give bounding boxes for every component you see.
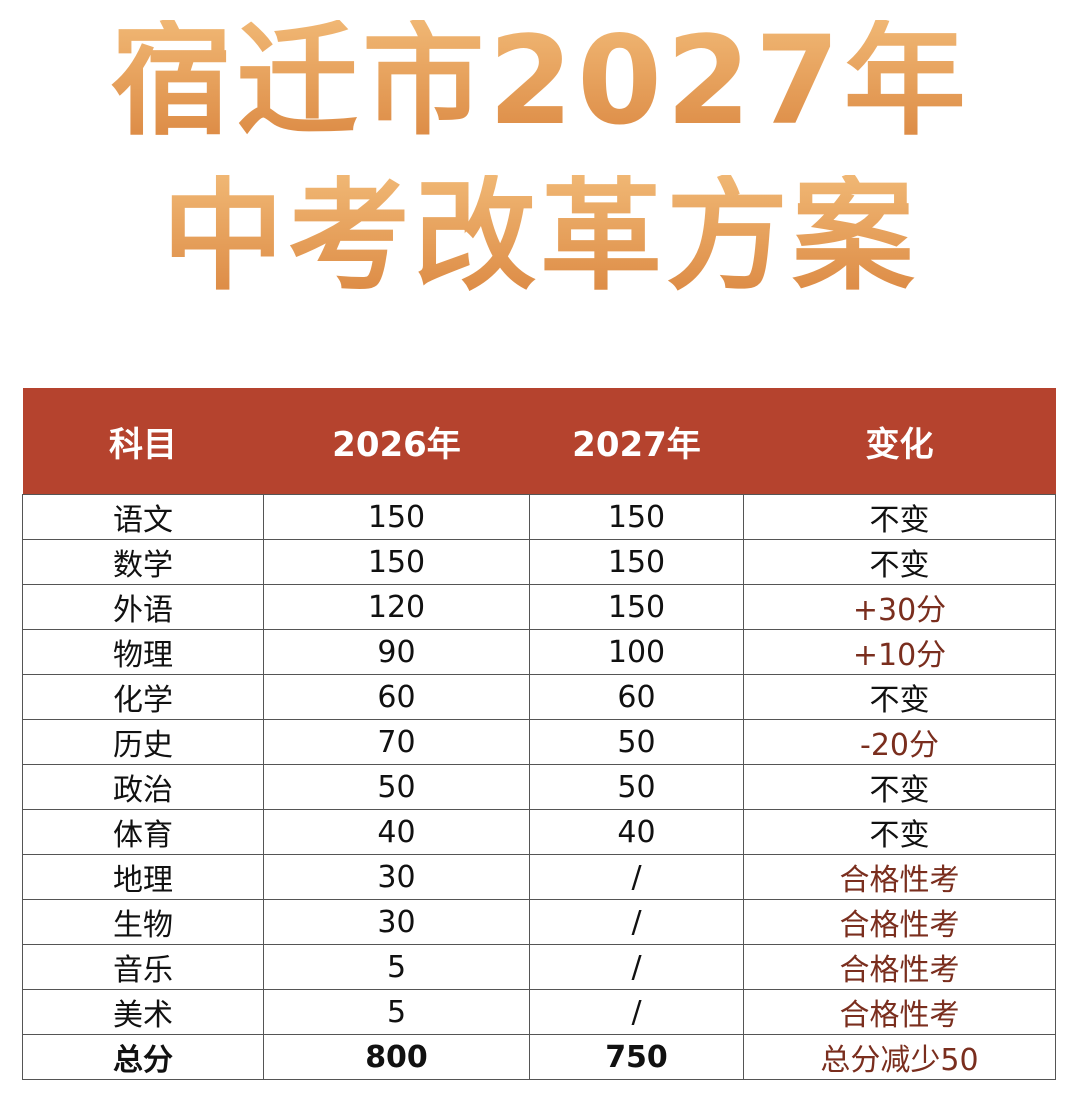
table-cell: 不变: [743, 539, 1056, 585]
table-row: 总分 800 750 总分减少50: [22, 1034, 1056, 1080]
table-cell: 60: [529, 674, 744, 720]
table-cell: 150: [529, 539, 744, 585]
table-cell: 合格性考: [743, 854, 1056, 900]
column-header: 2027年: [529, 388, 744, 495]
table-cell: 物理: [22, 629, 264, 675]
table-cell: 美术: [22, 989, 264, 1035]
table-cell: 总分减少50: [743, 1034, 1056, 1080]
table-row: 外语 120 150 +30分: [22, 584, 1056, 630]
table-cell: 750: [529, 1034, 744, 1080]
title: 中考改革方案: [0, 175, 1080, 297]
column-header: 科目: [22, 388, 264, 495]
table-cell: 地理: [22, 854, 264, 900]
table-cell: 30: [263, 854, 530, 900]
table-cell: 150: [263, 539, 530, 585]
table-cell: 150: [263, 494, 530, 540]
table-cell: /: [529, 944, 744, 990]
table-row: 美术 5/合格性考: [22, 989, 1056, 1035]
table-cell: 100: [529, 629, 744, 675]
table-cell: 90: [263, 629, 530, 675]
table-cell: 70: [263, 719, 530, 765]
table-cell: 30: [263, 899, 530, 945]
table-row: 语文 150 150 不变: [22, 494, 1056, 540]
table-cell: 5: [263, 944, 530, 990]
table-cell: /: [529, 854, 744, 900]
table-cell: 化学: [22, 674, 264, 720]
table-cell: 120: [263, 584, 530, 630]
table-cell: 800: [263, 1034, 530, 1080]
table-cell: 150: [529, 494, 744, 540]
table-cell: 合格性考: [743, 944, 1056, 990]
table-cell: 数学: [22, 539, 264, 585]
table-cell: -20分: [743, 719, 1056, 765]
table-cell: 40: [529, 809, 744, 855]
table-row: 体育 40 40 不变: [22, 809, 1056, 855]
table-cell: 历史: [22, 719, 264, 765]
table-cell: 合格性考: [743, 989, 1056, 1035]
table-cell: 50: [529, 719, 744, 765]
table-cell: 外语: [22, 584, 264, 630]
table-cell: 不变: [743, 764, 1056, 810]
table-cell: 50: [529, 764, 744, 810]
table-cell: 总分: [22, 1034, 264, 1080]
table-cell: 音乐: [22, 944, 264, 990]
table-cell: 50: [263, 764, 530, 810]
table-row: 历史 70 50 -20分: [22, 719, 1056, 765]
table-row: 音乐 5/合格性考: [22, 944, 1056, 990]
table-cell: /: [529, 989, 744, 1035]
table-row: 生物 30/合格性考: [22, 899, 1056, 945]
table-row: 化学 60 60 不变: [22, 674, 1056, 720]
table-cell: 生物: [22, 899, 264, 945]
table-cell: 60: [263, 674, 530, 720]
title: 宿迁市2027年: [0, 20, 1080, 142]
table-cell: 不变: [743, 674, 1056, 720]
table-cell: /: [529, 899, 744, 945]
table-row: 政治 50 50 不变: [22, 764, 1056, 810]
table-row: 数学 150 150 不变: [22, 539, 1056, 585]
column-header: 2026年: [263, 388, 530, 495]
table-cell: 语文: [22, 494, 264, 540]
table-cell: +30分: [743, 584, 1056, 630]
column-header: 变化: [743, 388, 1056, 495]
table-row: 地理 30/合格性考: [22, 854, 1056, 900]
table-cell: 40: [263, 809, 530, 855]
table-cell: 政治: [22, 764, 264, 810]
table-cell: 合格性考: [743, 899, 1056, 945]
table-cell: 150: [529, 584, 744, 630]
table-cell: +10分: [743, 629, 1056, 675]
table-cell: 不变: [743, 809, 1056, 855]
table-cell: 体育: [22, 809, 264, 855]
table-cell: 5: [263, 989, 530, 1035]
score-table: 科目 2026年 2027年 变化 语文 150 150 不变 数学 150 150 不变 外语 120…: [22, 388, 1056, 1080]
table-cell: 不变: [743, 494, 1056, 540]
table-row: 物理 90 100 +10分: [22, 629, 1056, 675]
